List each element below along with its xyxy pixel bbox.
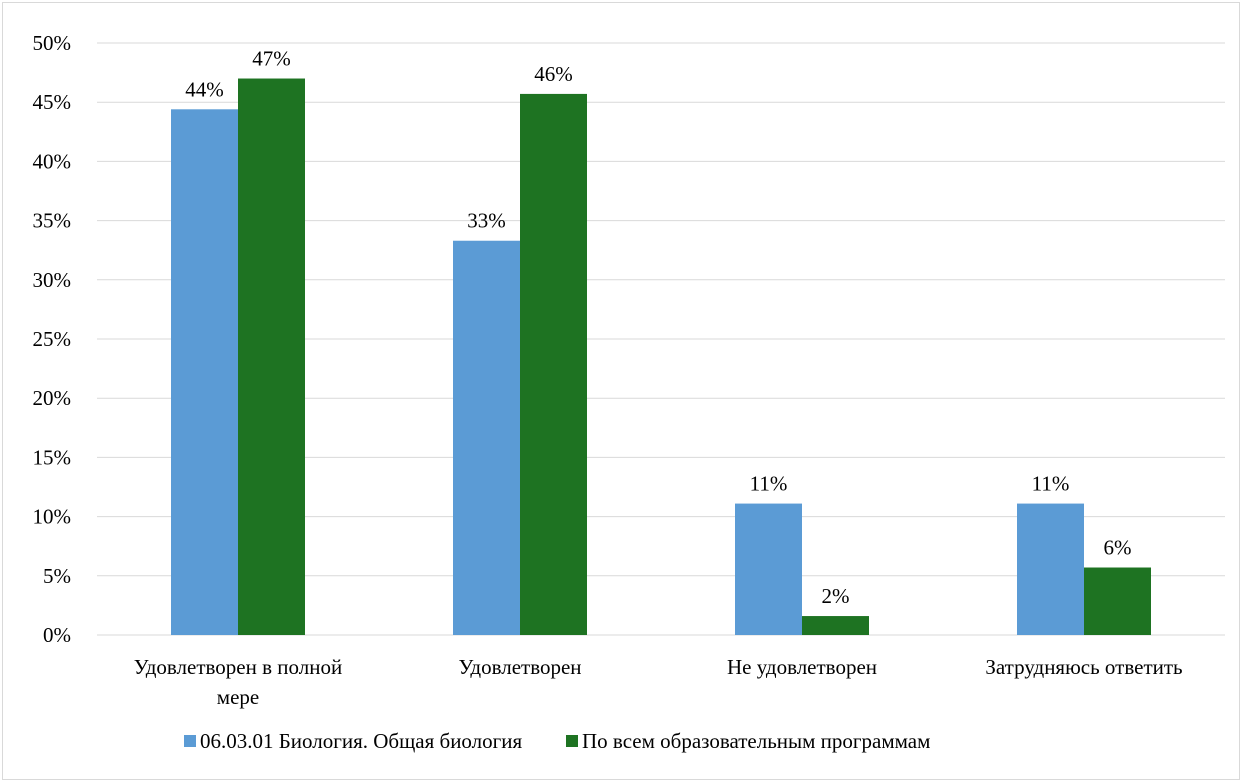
y-tick-label: 20%	[33, 386, 72, 410]
category-label: Затрудняюсь ответить	[985, 655, 1182, 679]
bar	[802, 616, 869, 635]
data-labels: 44% 47% 33% 46% 11% 2% 11% 6%	[185, 47, 1131, 609]
bar	[238, 78, 305, 635]
bar	[171, 109, 238, 635]
bar	[735, 503, 802, 635]
data-label: 46%	[534, 62, 573, 86]
bar	[1017, 503, 1084, 635]
y-tick-label: 15%	[33, 445, 72, 469]
y-tick-label: 40%	[33, 149, 72, 173]
bar	[1084, 567, 1151, 635]
data-label: 33%	[467, 209, 506, 233]
legend: 06.03.01 Биология. Общая биология По всем…	[184, 729, 930, 753]
bar	[520, 93, 587, 636]
data-label: 6%	[1104, 536, 1132, 560]
y-axis-ticks: 0% 5% 10% 15% 20% 25% 30% 35% 40% 45% 50%	[33, 31, 72, 647]
y-tick-label: 50%	[33, 31, 72, 55]
legend-label: 06.03.01 Биология. Общая биология	[200, 729, 522, 753]
data-label: 11%	[1032, 472, 1070, 496]
y-tick-label: 0%	[43, 623, 71, 647]
legend-label: По всем образовательным программам	[582, 729, 930, 753]
category-label: Не удовлетворен	[727, 655, 877, 679]
y-tick-label: 5%	[43, 564, 71, 588]
legend-swatch	[184, 735, 196, 747]
y-tick-label: 25%	[33, 327, 72, 351]
category-label: Удовлетворен в полной	[134, 655, 342, 679]
y-tick-label: 10%	[33, 505, 72, 529]
bar	[453, 240, 520, 635]
y-tick-label: 45%	[33, 90, 72, 114]
bars	[171, 78, 1151, 636]
category-label: Удовлетворен	[458, 655, 581, 679]
data-label: 44%	[185, 77, 224, 101]
category-labels: Удовлетворен в полной мере Удовлетворен Не …	[134, 655, 1183, 709]
data-label: 11%	[750, 472, 788, 496]
data-label: 2%	[822, 584, 850, 608]
category-label: мере	[217, 685, 259, 709]
data-label: 47%	[252, 47, 291, 71]
legend-swatch	[566, 735, 578, 747]
y-tick-label: 30%	[33, 268, 72, 292]
y-tick-label: 35%	[33, 209, 72, 233]
